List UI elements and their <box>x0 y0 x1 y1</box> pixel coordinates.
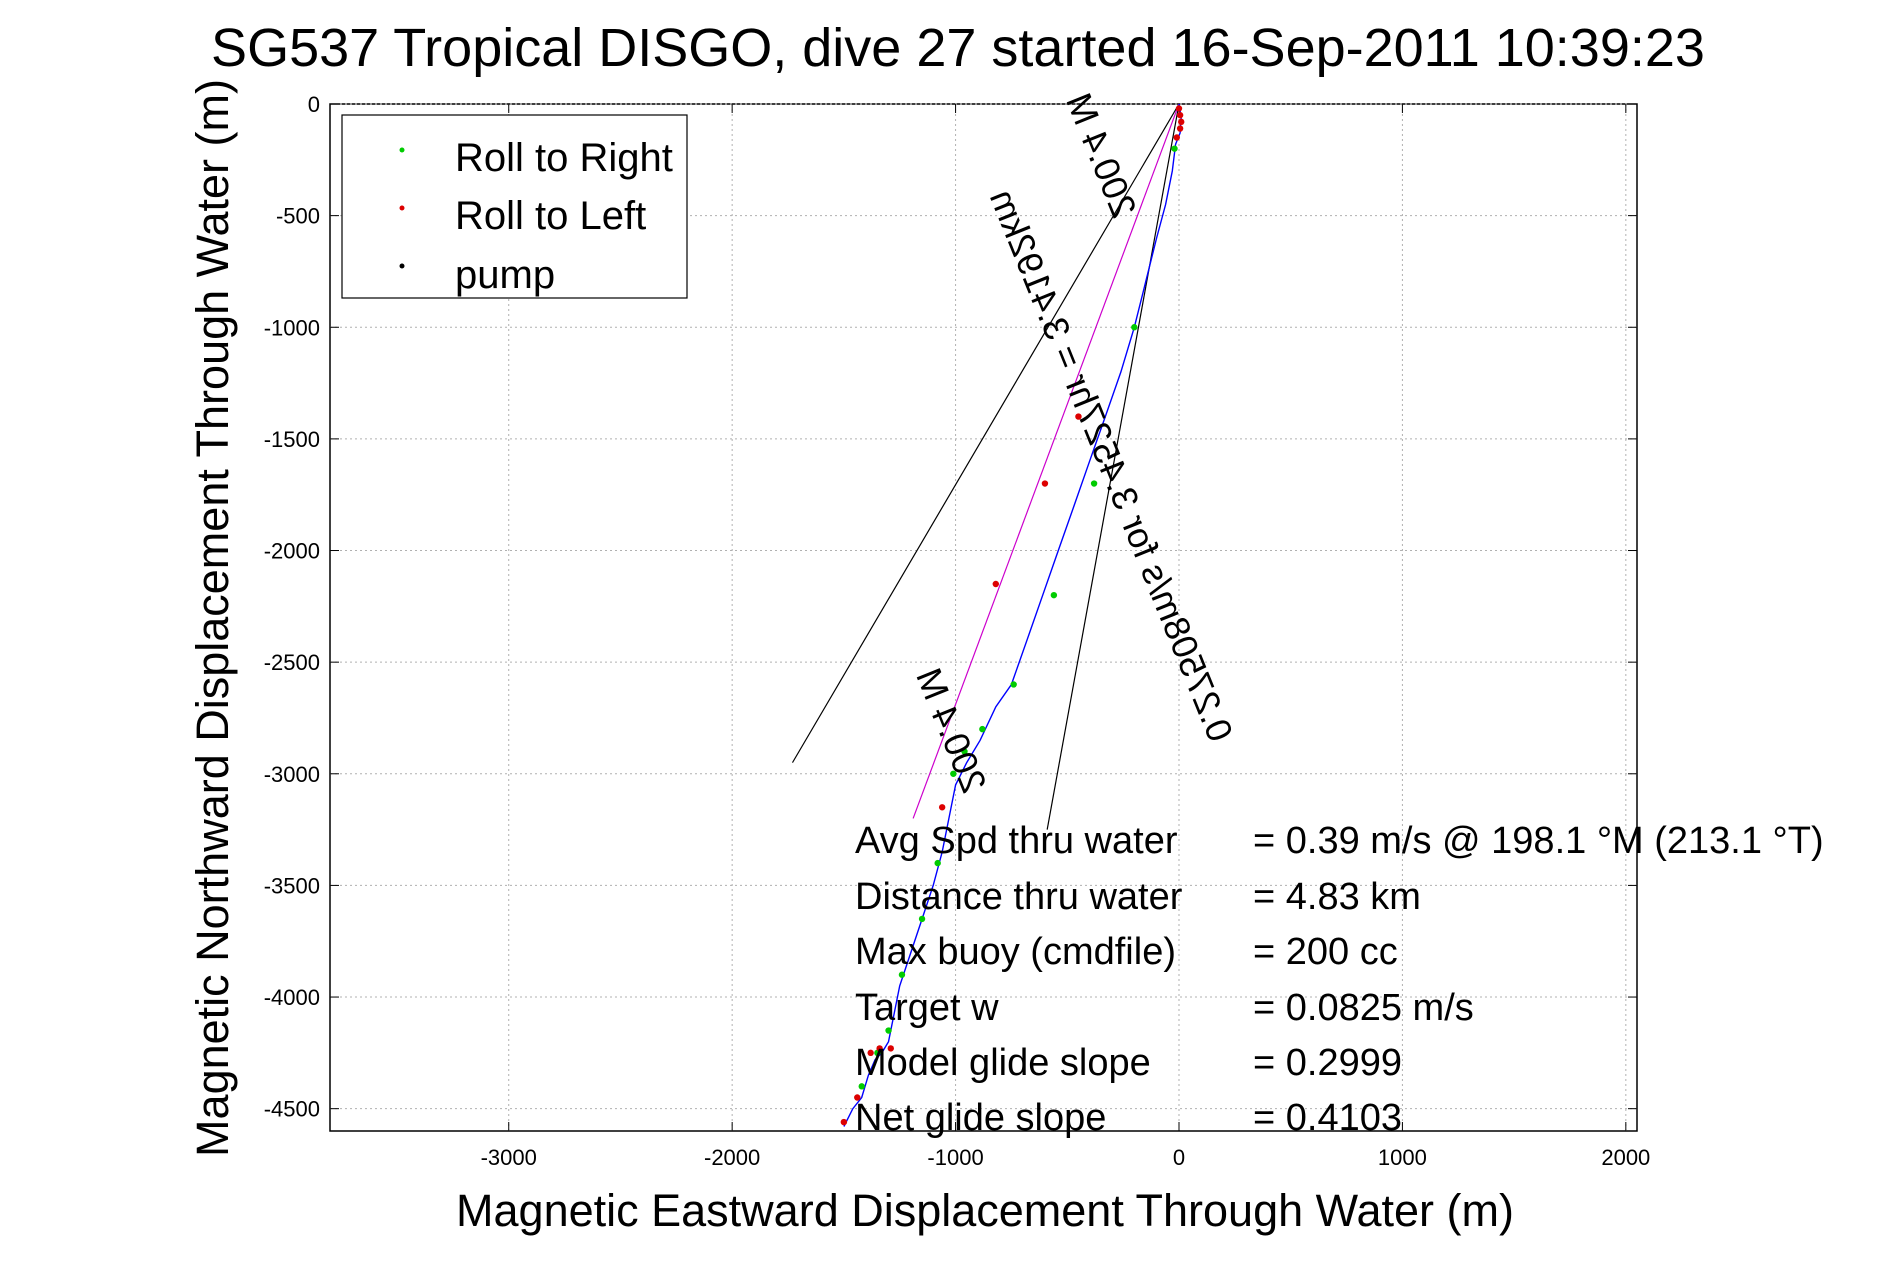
roll-left-point <box>840 1118 848 1126</box>
y-tick-label: -4000 <box>264 985 320 1010</box>
roll-left-point <box>887 1045 894 1052</box>
y-tick-label: -2000 <box>264 539 320 564</box>
roll-right-point <box>1171 145 1178 152</box>
y-tick-label: -1500 <box>264 427 320 452</box>
y-tick-label: 0 <box>308 92 320 117</box>
roll-right-point <box>885 1027 892 1034</box>
x-axis-label: Magnetic Eastward Displacement Through W… <box>456 1185 1514 1236</box>
roll-left-point <box>1173 134 1180 141</box>
stat-label-target-w: Target w <box>855 987 999 1029</box>
y-tick-label: -3500 <box>264 873 320 898</box>
roll-left-point <box>938 804 946 811</box>
grid <box>330 103 1637 1131</box>
roll-left-point <box>876 1045 883 1052</box>
heading-guide-lines <box>791 103 1180 830</box>
roll-left-point <box>1041 480 1049 487</box>
stat-label-distance: Distance thru water <box>855 876 1183 918</box>
stat-label-net-glide: Net glide slope <box>855 1097 1106 1139</box>
roll-left-point <box>1176 111 1184 119</box>
roll-right-point <box>858 1083 865 1090</box>
stat-label-avg-speed: Avg Spd thru water <box>855 820 1178 862</box>
legend-label-roll-right: Roll to Right <box>455 136 673 180</box>
roll-left-point <box>854 1094 861 1101</box>
roll-right-point <box>898 971 906 978</box>
roll-left-point <box>1075 413 1082 420</box>
legend-label-pump: pump <box>455 253 555 297</box>
net-course-line <box>912 103 1180 819</box>
roll-left-point <box>1176 125 1184 132</box>
series-layer <box>840 103 1185 1127</box>
stat-value-avg-speed: = 0.39 m/s @ 198.1 °M (213.1 °T) <box>1253 820 1824 862</box>
chart-title: SG537 Tropical DISGO, dive 27 started 16… <box>211 18 1705 78</box>
y-tick-label: -1000 <box>264 315 320 340</box>
roll-left-point <box>1178 118 1185 126</box>
roll-right-point <box>934 859 941 867</box>
y-tick-label: -3000 <box>264 762 320 787</box>
stat-value-distance: = 4.83 km <box>1253 876 1421 918</box>
stat-value-target-w: = 0.0825 m/s <box>1253 987 1474 1029</box>
stat-value-net-glide: = 0.4103 <box>1253 1097 1402 1139</box>
y-tick-label: -2500 <box>264 650 320 675</box>
x-tick-label: -3000 <box>481 1145 537 1170</box>
legend-marker-roll-right <box>399 147 405 153</box>
roll-left-point <box>992 580 999 588</box>
heading-guide-line <box>1046 103 1180 830</box>
stat-value-model-glide: = 0.2999 <box>1253 1042 1402 1084</box>
stat-label-model-glide: Model glide slope <box>855 1042 1151 1084</box>
track-line <box>843 103 1182 1127</box>
stat-value-max-buoy: = 200 cc <box>1253 931 1398 973</box>
roll-right-point <box>979 725 986 733</box>
legend-label-roll-left: Roll to Left <box>455 194 646 238</box>
x-tick-label: -1000 <box>927 1145 983 1170</box>
roll-right-point <box>918 915 926 923</box>
stat-label-max-buoy: Max buoy (cmdfile) <box>855 931 1176 973</box>
x-tick-label: 1000 <box>1378 1145 1427 1170</box>
y-tick-label: -500 <box>276 204 320 229</box>
roll-right-point <box>950 770 957 777</box>
x-tick-label: -2000 <box>704 1145 760 1170</box>
roll-right-point <box>1090 480 1098 487</box>
legend-box <box>341 114 688 299</box>
legend: Roll to Right Roll to Left pump <box>341 114 688 299</box>
roll-right-point <box>961 748 968 755</box>
legend-marker-roll-left <box>399 205 405 211</box>
roll-right-point <box>1010 681 1017 688</box>
x-tick-label: 2000 <box>1601 1145 1650 1170</box>
roll-left-point <box>1175 105 1183 112</box>
x-tick-label: 0 <box>1173 1145 1185 1170</box>
y-axis-label: Magnetic Northward Displacement Through … <box>187 79 238 1157</box>
axis-ticks: -3000 -2000 -1000 0 1000 2000 0 -500 -1000 -1500 -… <box>264 92 1651 1170</box>
roll-right-point <box>1050 591 1058 599</box>
roll-left-point <box>867 1049 874 1057</box>
legend-marker-pump <box>399 263 405 269</box>
heading-guide-line <box>791 103 1180 763</box>
roll-right-point <box>1131 324 1138 331</box>
y-tick-label: -4500 <box>264 1097 320 1122</box>
stats-block: Avg Spd thru water = 0.39 m/s @ 198.1 °M… <box>855 820 1824 1139</box>
